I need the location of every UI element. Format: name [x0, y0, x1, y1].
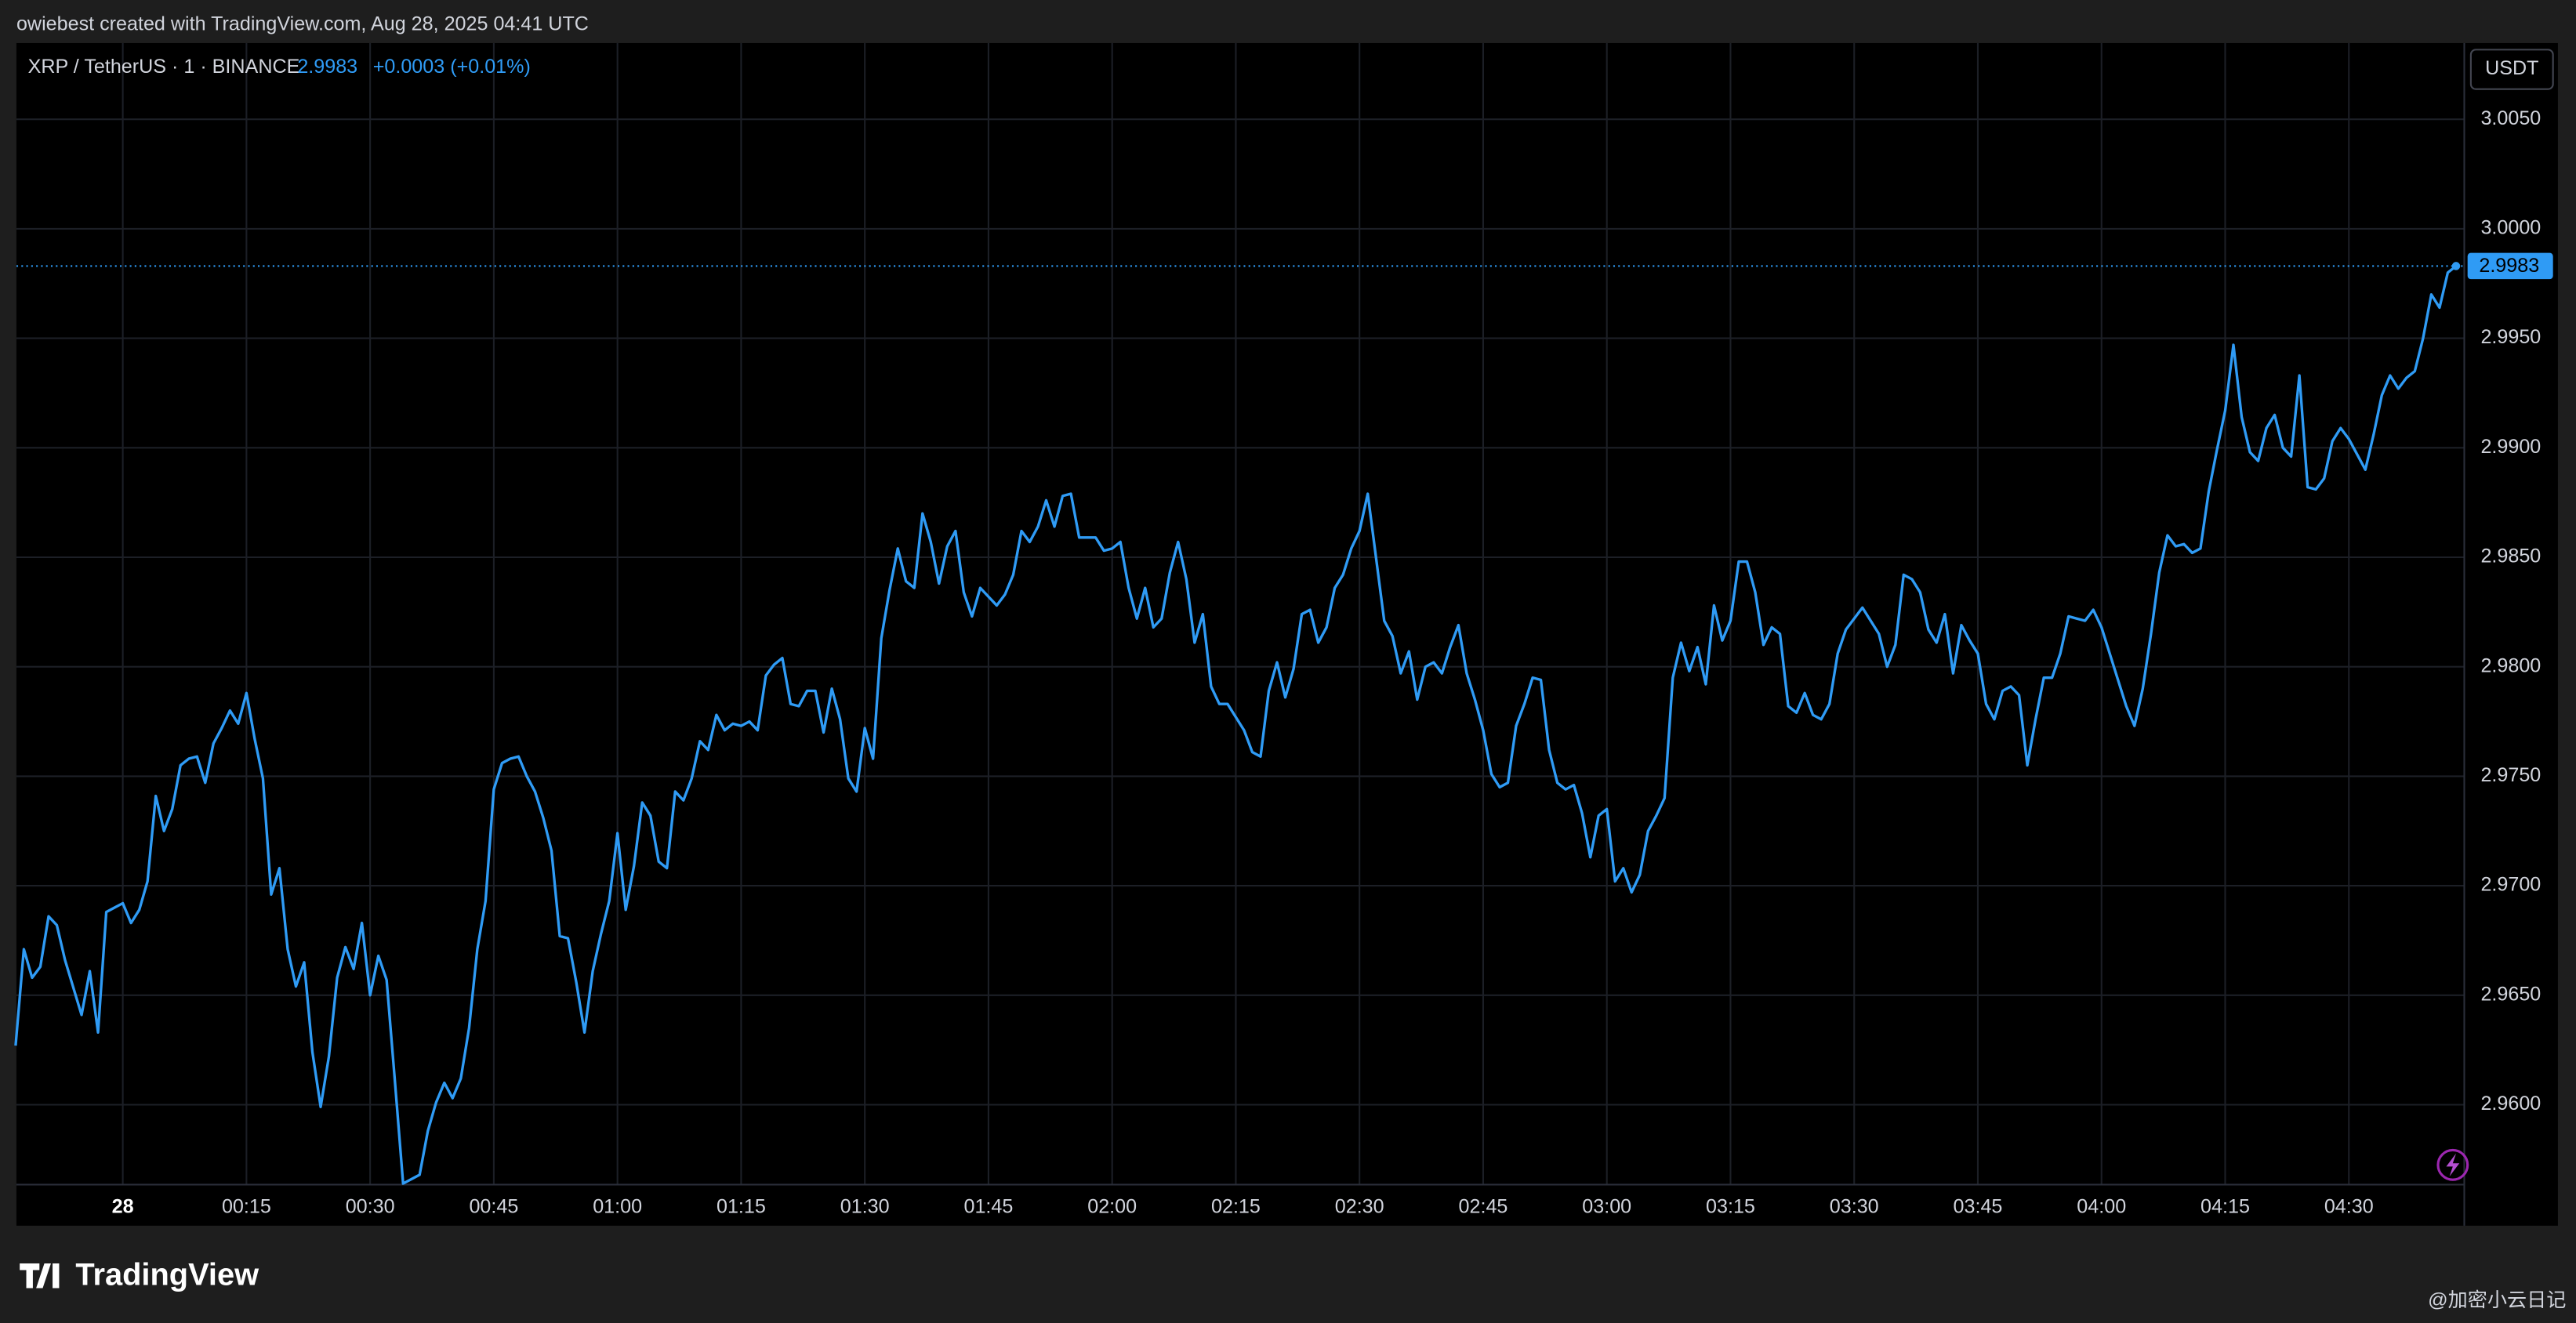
y-tick-label: 3.0050 [2480, 107, 2541, 129]
x-tick-label: 02:00 [1087, 1195, 1137, 1217]
y-tick-label: 2.9750 [2480, 764, 2541, 786]
x-tick-label: 01:30 [840, 1195, 890, 1217]
currency[interactable]: USDT [2485, 57, 2538, 79]
y-tick-label: 2.9600 [2480, 1093, 2541, 1115]
last-point [2451, 262, 2461, 270]
currency-button[interactable] [2469, 49, 2554, 90]
grid [16, 42, 2465, 1185]
x-tick-label: 03:00 [1582, 1195, 1631, 1217]
x-tick-label: 00:45 [469, 1195, 518, 1217]
x-tick-label: 04:00 [2077, 1195, 2126, 1217]
y-tick-label: 2.9950 [2480, 326, 2541, 348]
x-tick-label: 01:00 [593, 1195, 642, 1217]
x-tick-label: 04:15 [2200, 1195, 2250, 1217]
x-tick-label: 03:30 [1830, 1195, 1879, 1217]
y-tick-label: 3.0000 [2480, 217, 2541, 239]
watermark: @加密小云日记 [2428, 1289, 2566, 1311]
x-tick-label: 01:45 [963, 1195, 1013, 1217]
y-tick-label: 2.9800 [2480, 654, 2541, 676]
last-price-label: 2.9983 [2479, 255, 2539, 277]
x-tick-label: 03:15 [1706, 1195, 1755, 1217]
x-tick-label: 03:45 [1954, 1195, 2003, 1217]
x-tick-label: 02:30 [1335, 1195, 1384, 1217]
y-tick-label: 2.9850 [2480, 546, 2541, 567]
last-price-tag [2467, 252, 2553, 280]
y-tick-label: 2.9650 [2480, 983, 2541, 1005]
header-price: 2.9983 [297, 56, 357, 78]
x-tick-label: 02:15 [1211, 1195, 1261, 1217]
y-tick-label: 2.9700 [2480, 874, 2541, 896]
axes: 2.9600 2.9650 2.9700 2.9750 2.9800 2.9850 2.99… [112, 107, 2553, 1217]
logo-text: TradingView [75, 1257, 259, 1292]
y-tick-label: 2.9900 [2480, 436, 2541, 458]
credit: owiebest created with TradingView.com, A… [16, 13, 589, 35]
price-line [14, 265, 2458, 1185]
x-tick-label: 28 [112, 1195, 134, 1217]
header-change: +0.0003 (+0.01%) [373, 56, 531, 78]
x-tick-label: 04:30 [2324, 1195, 2374, 1217]
x-tick-label: 02:45 [1459, 1195, 1508, 1217]
x-tick-label: 00:30 [346, 1195, 395, 1217]
logo-mark [20, 1263, 60, 1289]
lightning-icon[interactable] [2436, 1148, 2469, 1181]
lightning-bolt [2446, 1153, 2460, 1176]
chart-panel [16, 42, 2558, 1226]
x-tick-label: 01:15 [717, 1195, 766, 1217]
x-tick-label: 00:15 [222, 1195, 271, 1217]
plot [14, 262, 2465, 1185]
symbol-title: XRP / TetherUS · 1 · BINANCE [28, 56, 300, 78]
